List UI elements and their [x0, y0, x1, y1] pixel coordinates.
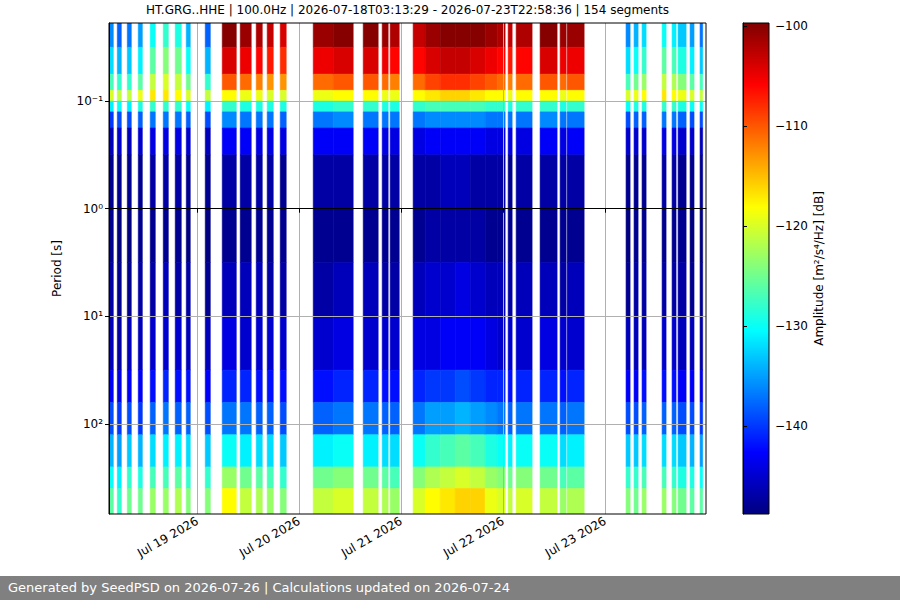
svg-text:Period [s]: Period [s]: [50, 240, 64, 297]
svg-text:10⁻¹: 10⁻¹: [77, 94, 104, 108]
svg-text:Jul 19 2026: Jul 19 2026: [134, 514, 201, 561]
svg-text:Jul 23 2026: Jul 23 2026: [542, 514, 609, 561]
svg-text:−140: −140: [775, 419, 808, 433]
svg-text:−110: −110: [775, 119, 808, 133]
svg-text:Jul 20 2026: Jul 20 2026: [236, 514, 303, 561]
svg-text:10¹: 10¹: [83, 309, 103, 323]
svg-text:Generated by SeedPSD on 2026-0: Generated by SeedPSD on 2026-07-26 | Cal…: [8, 580, 510, 595]
svg-text:10⁰: 10⁰: [83, 202, 103, 216]
svg-text:Amplitude [m²/s⁴/Hz] [dB]: Amplitude [m²/s⁴/Hz] [dB]: [812, 191, 826, 346]
svg-text:−120: −120: [775, 219, 808, 233]
svg-text:−130: −130: [775, 319, 808, 333]
svg-text:−100: −100: [775, 19, 808, 33]
svg-text:HT.GRG..HHE | 100.0Hz | 2026-0: HT.GRG..HHE | 100.0Hz | 2026-07-18T03:13…: [146, 3, 669, 17]
svg-text:Jul 22 2026: Jul 22 2026: [440, 514, 507, 561]
svg-text:Jul 21 2026: Jul 21 2026: [338, 514, 405, 561]
svg-text:10²: 10²: [83, 417, 103, 431]
